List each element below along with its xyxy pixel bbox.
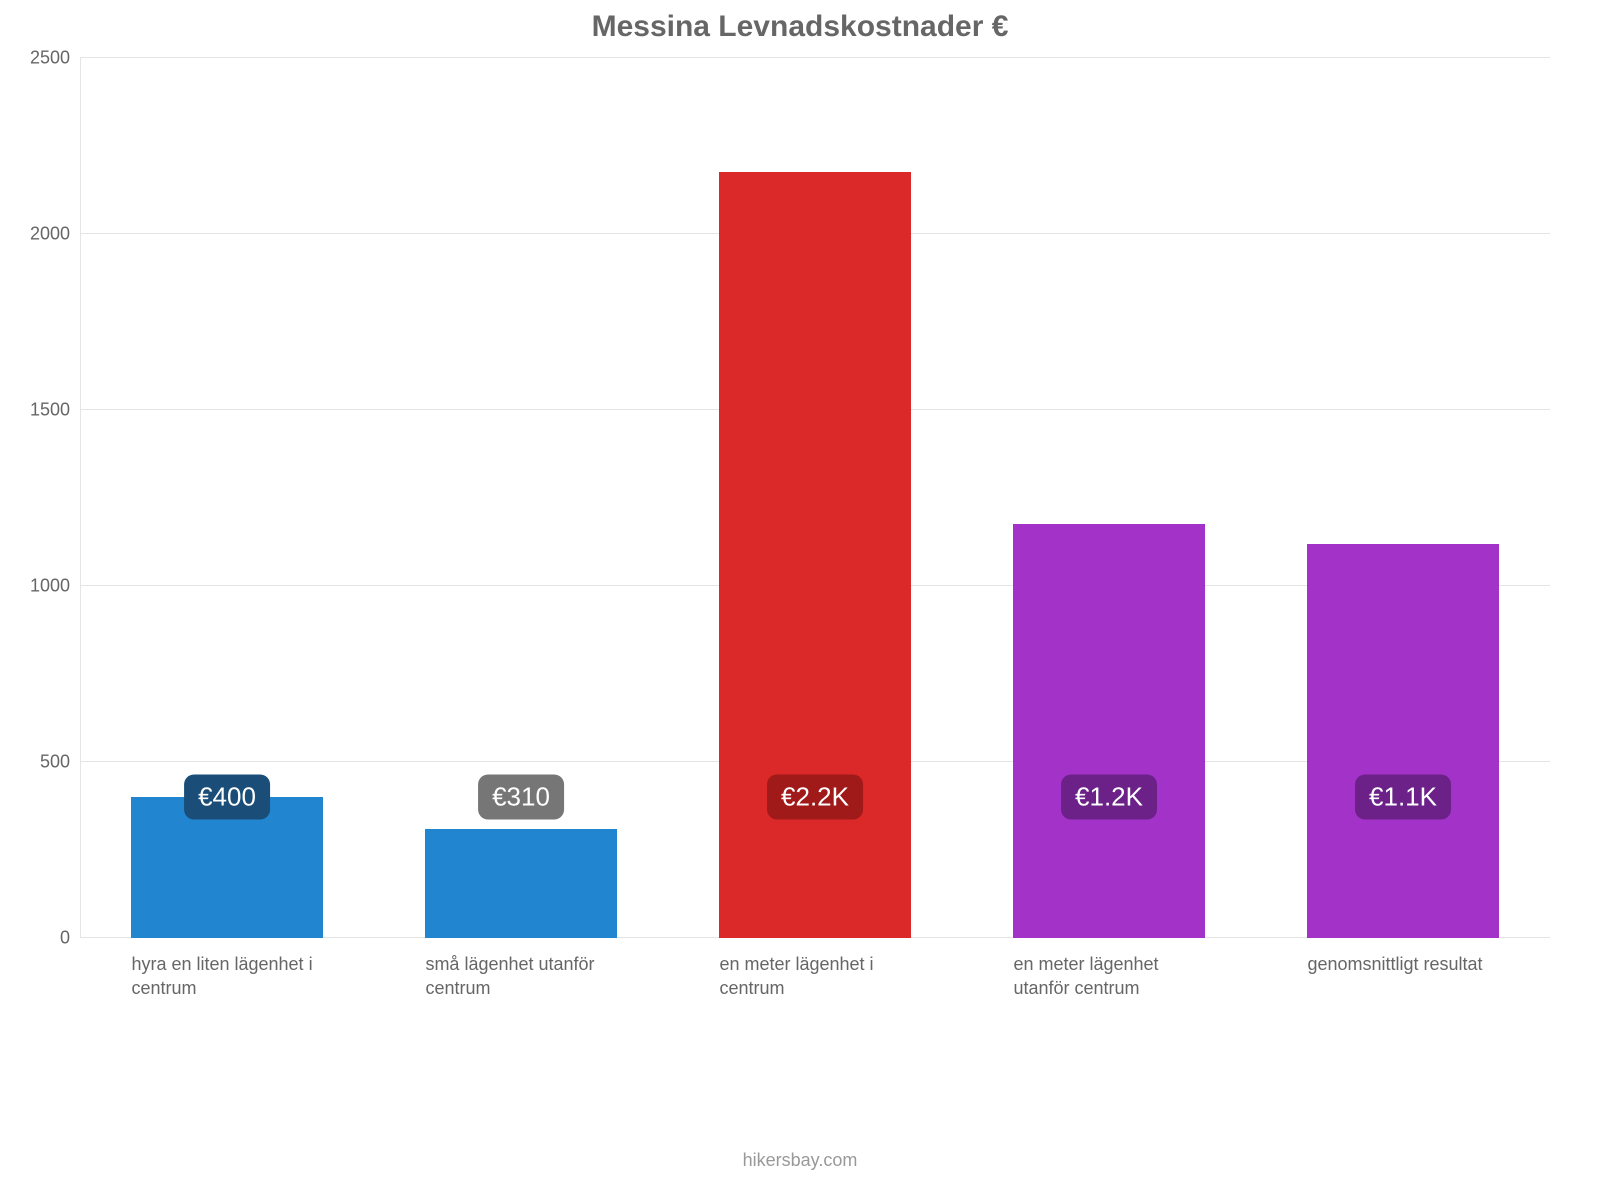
footer-text: hikersbay.com (743, 1150, 858, 1170)
bar-value-label: €1.1K (1355, 775, 1451, 820)
chart-container: Messina Levnadskostnader € 0500100015002… (0, 0, 1600, 1200)
y-tick-label: 500 (40, 752, 80, 773)
x-tick-label: genomsnittligt resultat (1307, 938, 1497, 976)
y-tick-label: 2500 (30, 48, 80, 69)
bar-value-label: €400 (184, 775, 270, 820)
y-tick-label: 1000 (30, 576, 80, 597)
x-tick-label: en meter lägenhet i centrum (719, 938, 909, 1001)
bar-value-label: €310 (478, 775, 564, 820)
bar (1013, 524, 1204, 938)
x-tick-label: hyra en liten lägenhet i centrum (131, 938, 321, 1001)
bar (425, 829, 616, 938)
chart-title: Messina Levnadskostnader € (0, 10, 1600, 44)
bar (1307, 544, 1498, 938)
x-tick-label: små lägenhet utanför centrum (425, 938, 615, 1001)
gridline (80, 57, 1550, 58)
bar-value-label: €1.2K (1061, 775, 1157, 820)
footer-attribution: hikersbay.com (0, 1150, 1600, 1171)
plot-area: 05001000150020002500€400hyra en liten lä… (80, 58, 1550, 938)
y-tick-label: 1500 (30, 400, 80, 421)
bar-value-label: €2.2K (767, 775, 863, 820)
y-axis-line (80, 58, 81, 938)
y-tick-label: 0 (60, 928, 80, 949)
y-tick-label: 2000 (30, 224, 80, 245)
bar (719, 172, 910, 938)
x-tick-label: en meter lägenhet utanför centrum (1013, 938, 1203, 1001)
